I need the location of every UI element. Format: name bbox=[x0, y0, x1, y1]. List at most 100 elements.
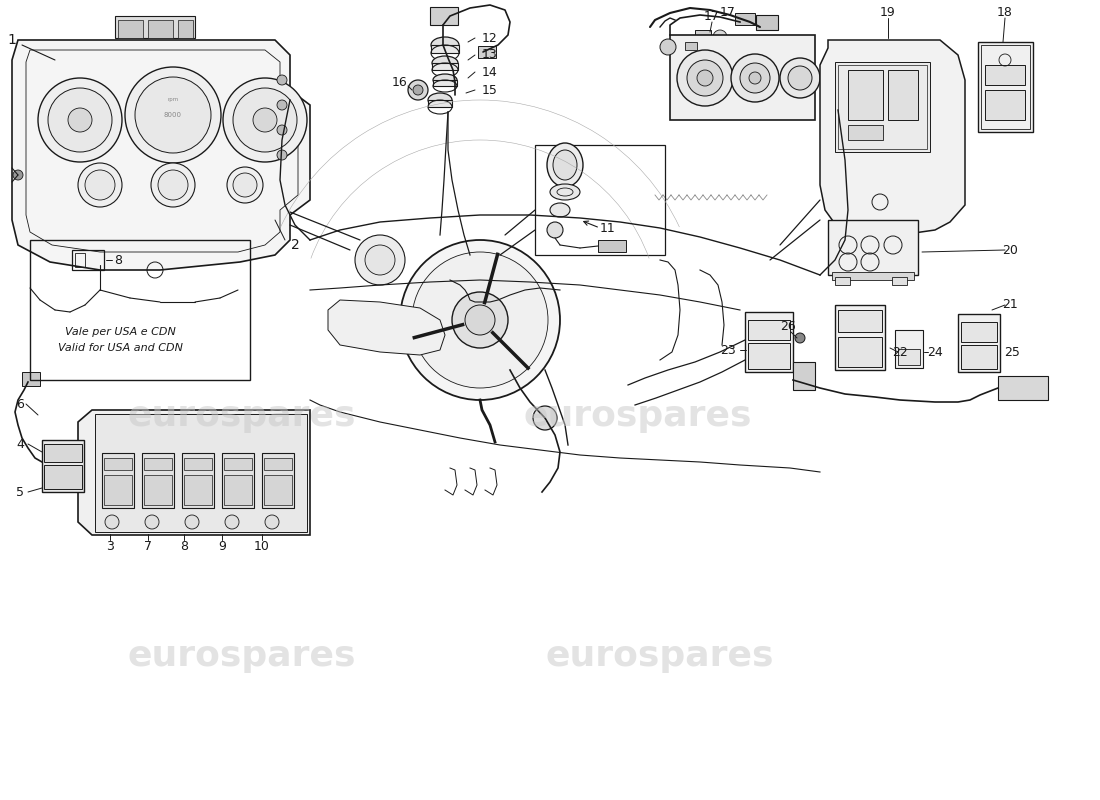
Circle shape bbox=[277, 125, 287, 135]
Bar bbox=[745, 312, 793, 372]
Text: eurospares: eurospares bbox=[128, 639, 356, 673]
Text: 19: 19 bbox=[880, 6, 895, 19]
Circle shape bbox=[78, 163, 122, 207]
Text: 7: 7 bbox=[144, 539, 152, 553]
Circle shape bbox=[277, 150, 287, 160]
Text: eurospares: eurospares bbox=[546, 639, 774, 673]
Text: 9: 9 bbox=[218, 539, 226, 553]
Text: 4: 4 bbox=[16, 438, 24, 450]
Bar bbox=[838, 65, 927, 149]
Circle shape bbox=[158, 170, 188, 200]
Bar bbox=[978, 42, 1033, 132]
Text: 1: 1 bbox=[8, 33, 16, 47]
Bar bbox=[981, 45, 1030, 129]
Circle shape bbox=[104, 515, 119, 529]
Bar bbox=[598, 240, 626, 252]
Bar bbox=[685, 42, 697, 50]
Circle shape bbox=[48, 88, 112, 152]
Circle shape bbox=[233, 173, 257, 197]
Bar bbox=[30, 240, 250, 380]
Bar bbox=[670, 35, 815, 120]
Text: rpm: rpm bbox=[167, 98, 178, 102]
Circle shape bbox=[226, 515, 239, 529]
Circle shape bbox=[223, 78, 307, 162]
Text: 8: 8 bbox=[180, 539, 188, 553]
Bar bbox=[898, 349, 920, 365]
Ellipse shape bbox=[433, 74, 456, 86]
Circle shape bbox=[732, 54, 779, 102]
Text: 8000: 8000 bbox=[164, 112, 182, 118]
Circle shape bbox=[547, 222, 563, 238]
Polygon shape bbox=[328, 300, 446, 355]
Bar bbox=[144, 458, 172, 470]
Bar bbox=[42, 440, 84, 492]
Circle shape bbox=[233, 88, 297, 152]
Ellipse shape bbox=[431, 37, 459, 53]
Circle shape bbox=[277, 75, 287, 85]
Text: 12: 12 bbox=[482, 31, 498, 45]
Circle shape bbox=[277, 100, 287, 110]
Bar bbox=[838, 337, 882, 367]
Circle shape bbox=[13, 170, 23, 180]
Bar bbox=[535, 145, 666, 255]
Text: 16: 16 bbox=[392, 75, 408, 89]
Bar bbox=[264, 475, 292, 505]
Bar bbox=[888, 70, 918, 120]
Text: 5: 5 bbox=[16, 486, 24, 498]
Bar bbox=[838, 310, 882, 332]
Text: 13: 13 bbox=[482, 49, 498, 62]
Bar bbox=[735, 13, 755, 25]
Text: eurospares: eurospares bbox=[128, 399, 356, 433]
Circle shape bbox=[740, 63, 770, 93]
Bar bbox=[961, 345, 997, 369]
Bar bbox=[478, 46, 496, 58]
Bar bbox=[222, 453, 254, 508]
Bar bbox=[958, 314, 1000, 372]
Text: 11: 11 bbox=[601, 222, 616, 234]
Bar bbox=[998, 376, 1048, 400]
Bar bbox=[116, 16, 195, 38]
Bar bbox=[984, 65, 1025, 85]
Bar bbox=[118, 20, 143, 38]
Text: 22: 22 bbox=[892, 346, 907, 358]
Circle shape bbox=[713, 30, 727, 44]
Bar bbox=[262, 453, 294, 508]
Text: 18: 18 bbox=[997, 6, 1013, 19]
Circle shape bbox=[151, 163, 195, 207]
Bar bbox=[433, 80, 456, 86]
Text: 8: 8 bbox=[114, 254, 122, 266]
Circle shape bbox=[795, 333, 805, 343]
Bar bbox=[184, 458, 212, 470]
Ellipse shape bbox=[550, 203, 570, 217]
Ellipse shape bbox=[408, 80, 428, 100]
Bar bbox=[431, 45, 459, 53]
Circle shape bbox=[265, 515, 279, 529]
Bar bbox=[895, 330, 923, 368]
Bar bbox=[835, 62, 930, 152]
Bar bbox=[835, 305, 886, 370]
Text: 23: 23 bbox=[720, 343, 736, 357]
Bar bbox=[148, 20, 173, 38]
Bar bbox=[793, 362, 815, 390]
Circle shape bbox=[253, 108, 277, 132]
Circle shape bbox=[452, 292, 508, 348]
Text: 6: 6 bbox=[16, 398, 24, 410]
Polygon shape bbox=[78, 410, 310, 535]
Circle shape bbox=[465, 305, 495, 335]
Text: 20: 20 bbox=[1002, 243, 1018, 257]
Bar bbox=[72, 250, 104, 270]
Text: Vale per USA e CDN: Vale per USA e CDN bbox=[65, 327, 175, 337]
Bar bbox=[178, 20, 192, 38]
Bar bbox=[104, 458, 132, 470]
Ellipse shape bbox=[432, 56, 458, 70]
Bar bbox=[182, 453, 214, 508]
Circle shape bbox=[749, 72, 761, 84]
Text: 17: 17 bbox=[720, 6, 736, 19]
Bar bbox=[44, 444, 82, 462]
Ellipse shape bbox=[547, 143, 583, 187]
Ellipse shape bbox=[550, 184, 580, 200]
Circle shape bbox=[676, 50, 733, 106]
Text: 24: 24 bbox=[927, 346, 943, 358]
Text: 2: 2 bbox=[290, 238, 299, 252]
Text: 25: 25 bbox=[1004, 346, 1020, 358]
